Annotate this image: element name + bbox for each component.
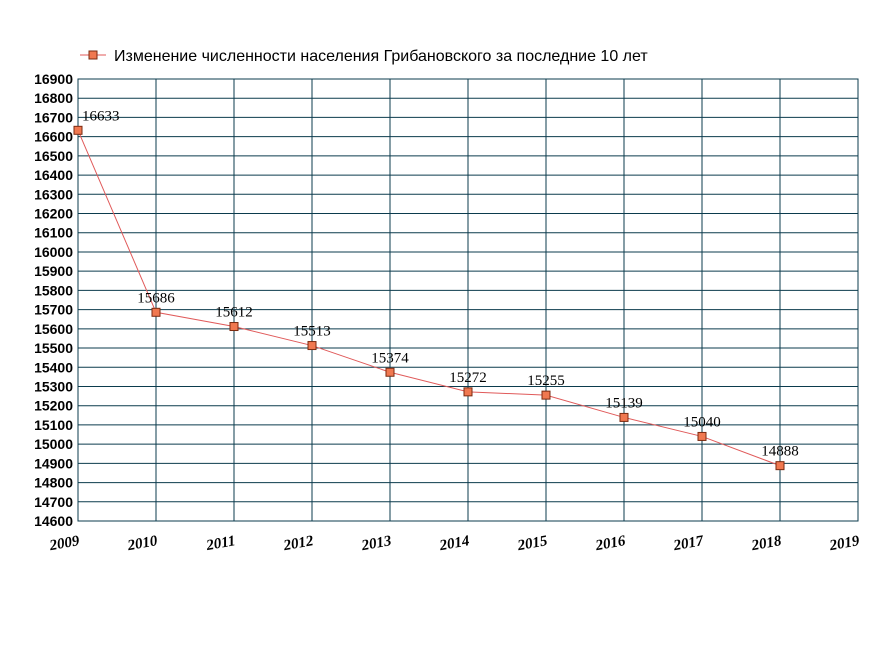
series-population <box>73 125 785 471</box>
y-tick-label: 15800 <box>34 282 73 298</box>
data-point-marker <box>151 307 161 317</box>
y-tick-label: 15200 <box>34 398 73 414</box>
x-tick-label: 2013 <box>359 533 393 554</box>
y-tick-label: 15500 <box>34 340 73 356</box>
data-point-marker <box>697 431 707 441</box>
plot-border <box>77 78 859 522</box>
y-tick-label: 14700 <box>34 494 73 510</box>
x-tick-label: 2016 <box>593 533 627 554</box>
y-tick-label: 15000 <box>34 436 73 452</box>
data-point-marker <box>73 125 83 135</box>
data-label: 14888 <box>761 444 799 460</box>
y-tick-label: 16400 <box>34 167 73 183</box>
y-tick-label: 15900 <box>34 263 73 279</box>
x-tick-label: 2017 <box>671 533 705 554</box>
y-tick-label: 16900 <box>34 71 73 87</box>
y-tick-label: 14900 <box>34 455 73 471</box>
data-label: 15686 <box>137 290 175 306</box>
data-label: 15040 <box>683 414 721 430</box>
x-tick-label: 2019 <box>827 533 861 554</box>
x-tick-label: 2018 <box>749 533 783 554</box>
y-tick-label: 16000 <box>34 244 73 260</box>
data-label: 15513 <box>293 324 331 340</box>
y-tick-label: 16200 <box>34 206 73 222</box>
data-point-marker <box>775 461 785 471</box>
data-point-marker <box>229 322 239 332</box>
y-tick-label: 16800 <box>34 90 73 106</box>
y-tick-label: 15300 <box>34 378 73 394</box>
data-labels: 16633 15686 15612 15513 15374 15272 15255 15139… <box>82 108 799 459</box>
data-point-marker <box>619 412 629 422</box>
grid <box>77 78 859 522</box>
x-tick-label: 2011 <box>204 533 237 554</box>
data-point-marker <box>463 387 473 397</box>
x-tick-label: 2014 <box>437 533 471 554</box>
y-tick-label: 16500 <box>34 148 73 164</box>
y-axis-ticks: 14600 14700 14800 14900 15000 15100 15200 15300… <box>34 71 73 529</box>
y-tick-label: 15700 <box>34 302 73 318</box>
x-tick-label: 2012 <box>281 533 315 554</box>
data-point-marker <box>541 390 551 400</box>
legend-marker <box>88 50 98 60</box>
data-label: 15255 <box>527 373 565 389</box>
x-tick-label: 2015 <box>515 533 549 554</box>
y-tick-label: 16300 <box>34 186 73 202</box>
legend: Изменение численности населения Грибанов… <box>80 48 648 65</box>
y-tick-label: 15100 <box>34 417 73 433</box>
y-tick-label: 14600 <box>34 513 73 529</box>
y-tick-label: 16700 <box>34 109 73 125</box>
y-tick-label: 16100 <box>34 225 73 241</box>
data-label: 15272 <box>449 370 487 386</box>
data-label: 15374 <box>371 350 409 366</box>
data-label: 16633 <box>82 108 120 124</box>
data-point-marker <box>307 341 317 351</box>
y-tick-label: 15600 <box>34 321 73 337</box>
x-axis-ticks: 2009 2010 2011 2012 2013 2014 2015 2016 2017 2018… <box>47 533 861 554</box>
x-tick-label: 2009 <box>47 533 81 554</box>
y-tick-label: 15400 <box>34 359 73 375</box>
data-label: 15139 <box>605 395 643 411</box>
data-point-marker <box>385 367 395 377</box>
x-tick-label: 2010 <box>125 533 159 554</box>
data-label: 15612 <box>215 305 253 321</box>
y-tick-label: 14800 <box>34 475 73 491</box>
legend-label: Изменение численности населения Грибанов… <box>114 48 648 65</box>
y-tick-label: 16600 <box>34 129 73 145</box>
series-line <box>77 130 781 467</box>
